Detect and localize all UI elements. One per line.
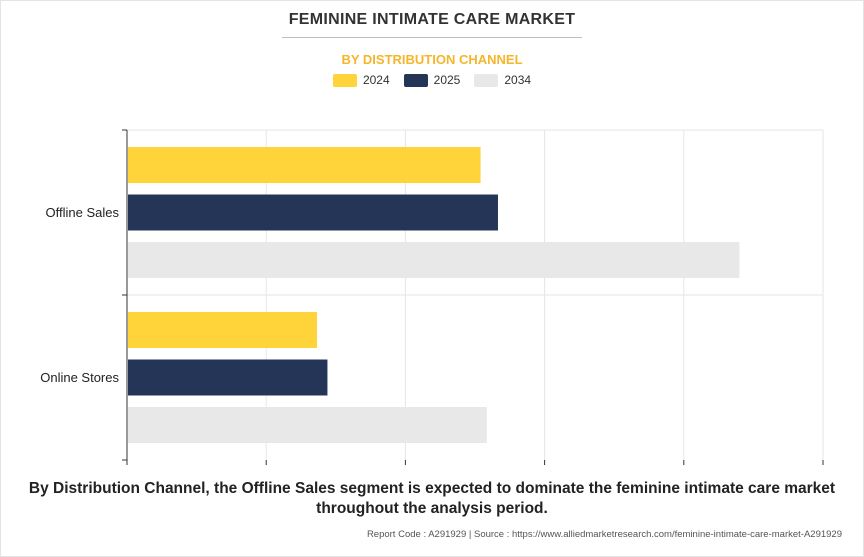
grid-lines [127, 129, 824, 460]
bar-chart: Offline Sales Online Stores [40, 129, 824, 465]
legend: 2024 2025 2034 [0, 73, 864, 87]
category-label: Online Stores [40, 370, 119, 385]
bar-online-stores-2034 [128, 407, 487, 443]
bar-offline-sales-2034 [128, 242, 740, 278]
y-axis: Offline Sales Online Stores [40, 129, 824, 465]
category-label: Offline Sales [46, 205, 120, 220]
bar-offline-sales-2025 [128, 194, 498, 231]
bar-online-stores-2025 [128, 359, 328, 396]
legend-label-2025: 2025 [433, 73, 461, 87]
legend-label-2034: 2034 [504, 73, 532, 87]
chart-subtitle: BY DISTRIBUTION CHANNEL [341, 52, 523, 67]
legend-item-2025[interactable]: 2025 [403, 73, 461, 87]
legend-swatch-2025 [403, 73, 428, 87]
legend-item-2034[interactable]: 2034 [474, 73, 531, 87]
legend-swatch-2034 [474, 73, 499, 87]
title-divider [282, 37, 582, 38]
summary-text: By Distribution Channel, the Offline Sal… [28, 480, 836, 517]
chart-title: FEMININE INTIMATE CARE MARKET [288, 11, 576, 28]
bar-online-stores-2024 [128, 312, 318, 348]
legend-label-2024: 2024 [362, 73, 390, 87]
legend-swatch-2024 [332, 73, 357, 87]
legend-item-2024[interactable]: 2024 [332, 73, 390, 87]
bars [128, 147, 740, 443]
source-citation: Report Code : A291929 | Source : https:/… [366, 529, 842, 540]
bar-offline-sales-2024 [128, 147, 481, 183]
